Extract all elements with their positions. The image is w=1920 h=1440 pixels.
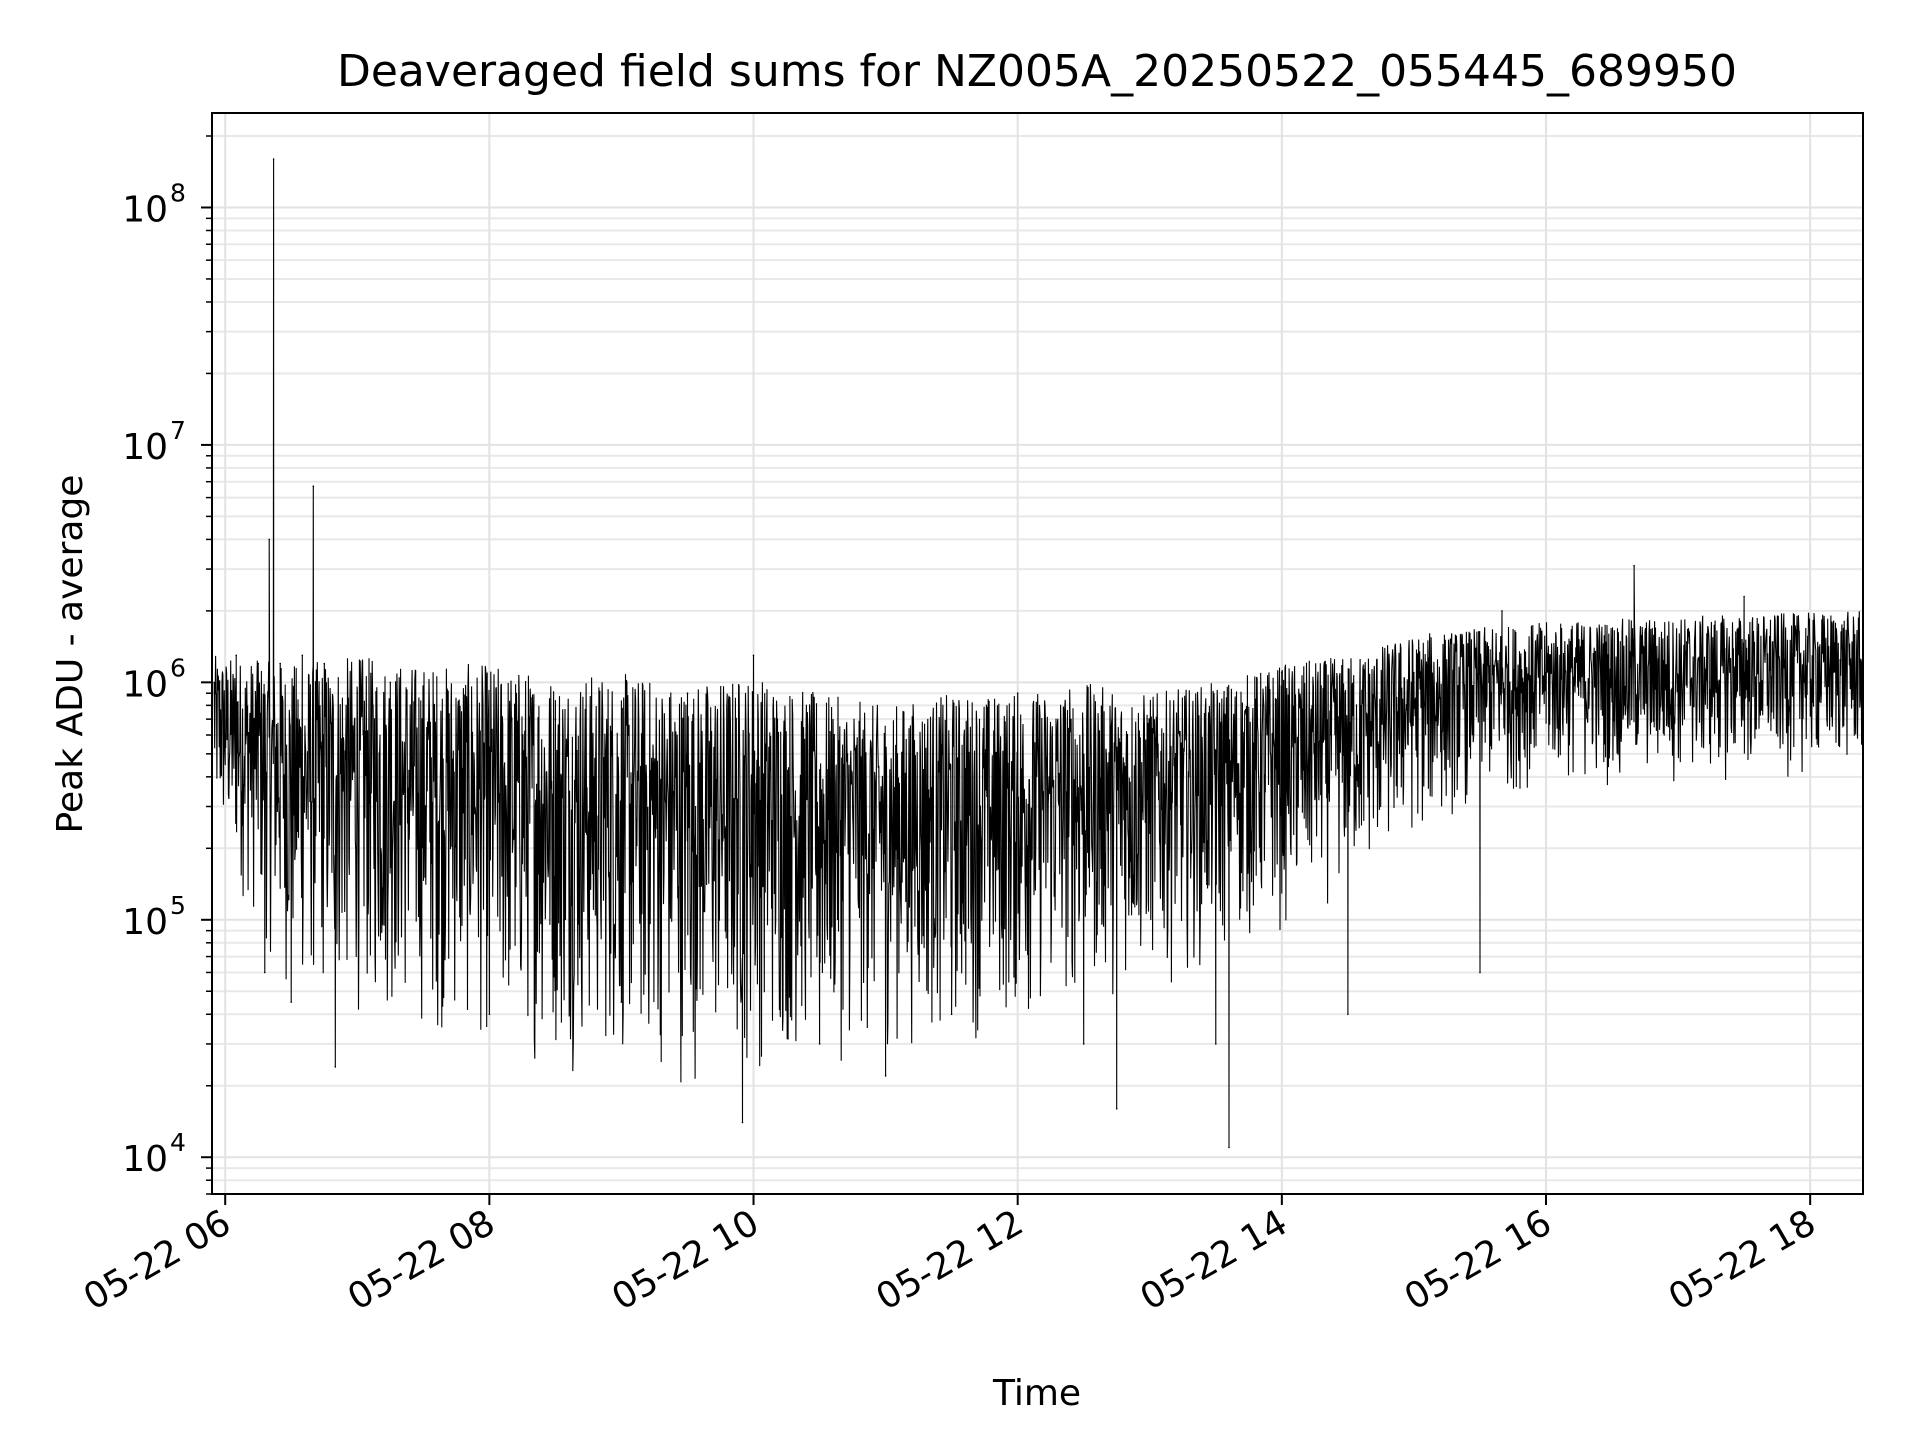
y-axis-label: Peak ADU - average	[50, 475, 91, 834]
data-point	[1545, 671, 1547, 674]
y-tick-label-exponent: 7	[170, 416, 186, 445]
data-point	[301, 654, 304, 657]
data-point	[279, 662, 282, 665]
data-point	[1611, 692, 1613, 694]
data-point	[1149, 718, 1151, 720]
data-point	[290, 1001, 293, 1003]
y-tick-label: 10	[122, 1139, 168, 1180]
data-point	[1501, 610, 1503, 612]
y-tick-label: 10	[122, 189, 168, 230]
y-tick-label-exponent: 6	[170, 653, 186, 682]
data-point	[1413, 671, 1415, 674]
data-point	[312, 485, 315, 488]
data-point	[422, 704, 425, 707]
data-point	[741, 1121, 744, 1124]
data-point	[257, 662, 260, 665]
data-point	[620, 1001, 623, 1003]
data-point	[1677, 704, 1679, 707]
data-point	[1228, 1146, 1230, 1149]
data-point	[235, 654, 237, 657]
data-point	[1347, 1013, 1349, 1016]
data-point	[389, 681, 392, 684]
data-point	[224, 734, 226, 736]
y-tick-label: 10	[122, 427, 168, 468]
data-point	[950, 1013, 953, 1016]
series-line	[213, 158, 1864, 1148]
data-point	[455, 734, 458, 736]
data-point	[1479, 971, 1481, 974]
chart-title: Deaveraged field sums for NZ005A_2025052…	[337, 46, 1737, 97]
y-tick-label-exponent: 4	[170, 1128, 186, 1157]
y-tick-label-exponent: 8	[170, 178, 186, 207]
x-axis-label: Time	[992, 1373, 1081, 1414]
plot-area	[213, 158, 1864, 1149]
data-point	[323, 662, 326, 665]
data-point	[1809, 681, 1811, 684]
data-point	[272, 158, 275, 160]
y-tick-label-exponent: 5	[170, 891, 186, 920]
data-point	[334, 1066, 337, 1068]
data-point	[1082, 1043, 1085, 1045]
data-point	[554, 718, 557, 720]
data-point	[268, 538, 271, 541]
data-point	[246, 734, 248, 736]
data-point	[1115, 1108, 1118, 1110]
data-point	[1016, 692, 1019, 694]
data-point	[213, 681, 215, 684]
data-point	[488, 1013, 491, 1016]
data-point	[1281, 671, 1283, 674]
y-tick-label: 10	[122, 664, 168, 705]
data-point	[1215, 1043, 1217, 1045]
data-point	[264, 971, 266, 974]
data-point	[818, 1043, 821, 1045]
y-tick-label: 10	[122, 902, 168, 943]
data-point	[1743, 595, 1745, 598]
plot-frame	[211, 112, 1864, 1195]
data-point	[1853, 704, 1855, 707]
data-point	[884, 1075, 887, 1077]
data-point	[356, 692, 359, 694]
data-point	[1633, 564, 1635, 567]
data-point	[752, 654, 755, 657]
data-point	[686, 692, 689, 694]
